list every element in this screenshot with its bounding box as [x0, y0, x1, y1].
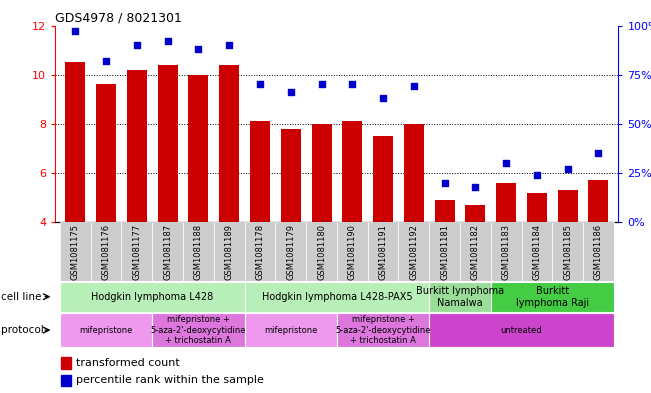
Text: cell line: cell line — [1, 292, 41, 302]
Text: mifepristone +
5-aza-2'-deoxycytidine
+ trichostatin A: mifepristone + 5-aza-2'-deoxycytidine + … — [335, 315, 431, 345]
Point — [347, 81, 357, 88]
Bar — [61, 375, 71, 386]
FancyBboxPatch shape — [90, 222, 122, 281]
FancyBboxPatch shape — [429, 222, 460, 281]
Bar — [342, 121, 362, 222]
Text: GSM1081192: GSM1081192 — [409, 224, 419, 280]
Bar — [61, 357, 71, 369]
Text: mifepristone: mifepristone — [79, 326, 133, 334]
Text: GSM1081181: GSM1081181 — [440, 224, 449, 280]
FancyBboxPatch shape — [429, 282, 491, 312]
Point — [562, 166, 573, 172]
Text: GSM1081175: GSM1081175 — [71, 224, 80, 280]
Text: GSM1081178: GSM1081178 — [255, 224, 264, 280]
Point — [316, 81, 327, 88]
FancyBboxPatch shape — [552, 222, 583, 281]
FancyBboxPatch shape — [368, 222, 398, 281]
FancyBboxPatch shape — [337, 222, 368, 281]
Point — [163, 38, 173, 44]
Text: GSM1081185: GSM1081185 — [563, 224, 572, 280]
FancyBboxPatch shape — [60, 282, 245, 312]
Text: GSM1081182: GSM1081182 — [471, 224, 480, 280]
Point — [593, 150, 603, 156]
FancyBboxPatch shape — [460, 222, 491, 281]
FancyBboxPatch shape — [583, 222, 614, 281]
Bar — [188, 75, 208, 222]
FancyBboxPatch shape — [183, 222, 214, 281]
Text: GSM1081177: GSM1081177 — [132, 224, 141, 280]
Text: GSM1081184: GSM1081184 — [533, 224, 542, 280]
Bar — [465, 205, 486, 222]
Bar — [312, 124, 331, 222]
Text: GSM1081187: GSM1081187 — [163, 224, 172, 280]
Point — [224, 42, 234, 48]
Bar — [527, 193, 547, 222]
FancyBboxPatch shape — [152, 313, 245, 347]
FancyBboxPatch shape — [60, 313, 152, 347]
Text: GSM1081190: GSM1081190 — [348, 224, 357, 280]
Point — [255, 81, 265, 88]
FancyBboxPatch shape — [245, 222, 275, 281]
Bar — [435, 200, 454, 222]
Text: GSM1081180: GSM1081180 — [317, 224, 326, 280]
Text: mifepristone +
5-aza-2'-deoxycytidine
+ trichostatin A: mifepristone + 5-aza-2'-deoxycytidine + … — [150, 315, 246, 345]
FancyBboxPatch shape — [398, 222, 429, 281]
Point — [132, 42, 142, 48]
Text: GSM1081183: GSM1081183 — [502, 224, 510, 280]
Bar — [404, 124, 424, 222]
Point — [501, 160, 511, 166]
Bar — [589, 180, 609, 222]
Bar — [250, 121, 270, 222]
Bar — [281, 129, 301, 222]
FancyBboxPatch shape — [245, 313, 337, 347]
Point — [378, 95, 388, 101]
FancyBboxPatch shape — [429, 313, 614, 347]
Point — [439, 180, 450, 186]
Point — [193, 46, 204, 52]
FancyBboxPatch shape — [214, 222, 245, 281]
FancyBboxPatch shape — [521, 222, 552, 281]
Bar — [96, 84, 116, 222]
Bar — [219, 65, 239, 222]
Text: GDS4978 / 8021301: GDS4978 / 8021301 — [55, 11, 182, 24]
Bar — [496, 183, 516, 222]
Bar — [373, 136, 393, 222]
Text: GSM1081186: GSM1081186 — [594, 224, 603, 280]
Text: Burkitt lymphoma
Namalwa: Burkitt lymphoma Namalwa — [416, 286, 504, 307]
FancyBboxPatch shape — [491, 222, 521, 281]
FancyBboxPatch shape — [306, 222, 337, 281]
FancyBboxPatch shape — [491, 282, 614, 312]
Text: GSM1081189: GSM1081189 — [225, 224, 234, 280]
Text: Burkitt
lymphoma Raji: Burkitt lymphoma Raji — [516, 286, 589, 307]
Point — [70, 28, 81, 35]
Bar — [558, 190, 577, 222]
Text: GSM1081188: GSM1081188 — [194, 224, 203, 280]
FancyBboxPatch shape — [245, 282, 429, 312]
Bar — [65, 62, 85, 222]
Point — [101, 58, 111, 64]
FancyBboxPatch shape — [275, 222, 306, 281]
FancyBboxPatch shape — [60, 222, 90, 281]
FancyBboxPatch shape — [122, 222, 152, 281]
Text: GSM1081179: GSM1081179 — [286, 224, 296, 280]
Text: Hodgkin lymphoma L428: Hodgkin lymphoma L428 — [91, 292, 214, 302]
Text: mifepristone: mifepristone — [264, 326, 318, 334]
Text: GSM1081176: GSM1081176 — [102, 224, 111, 280]
Text: percentile rank within the sample: percentile rank within the sample — [76, 375, 264, 386]
Point — [409, 83, 419, 90]
Text: GSM1081191: GSM1081191 — [378, 224, 387, 280]
FancyBboxPatch shape — [337, 313, 429, 347]
Text: transformed count: transformed count — [76, 358, 180, 368]
Text: Hodgkin lymphoma L428-PAX5: Hodgkin lymphoma L428-PAX5 — [262, 292, 412, 302]
Bar — [127, 70, 147, 222]
Bar — [158, 65, 178, 222]
Point — [286, 89, 296, 95]
Text: untreated: untreated — [501, 326, 542, 334]
Point — [532, 172, 542, 178]
Point — [470, 184, 480, 190]
FancyBboxPatch shape — [152, 222, 183, 281]
Text: protocol: protocol — [1, 325, 44, 335]
